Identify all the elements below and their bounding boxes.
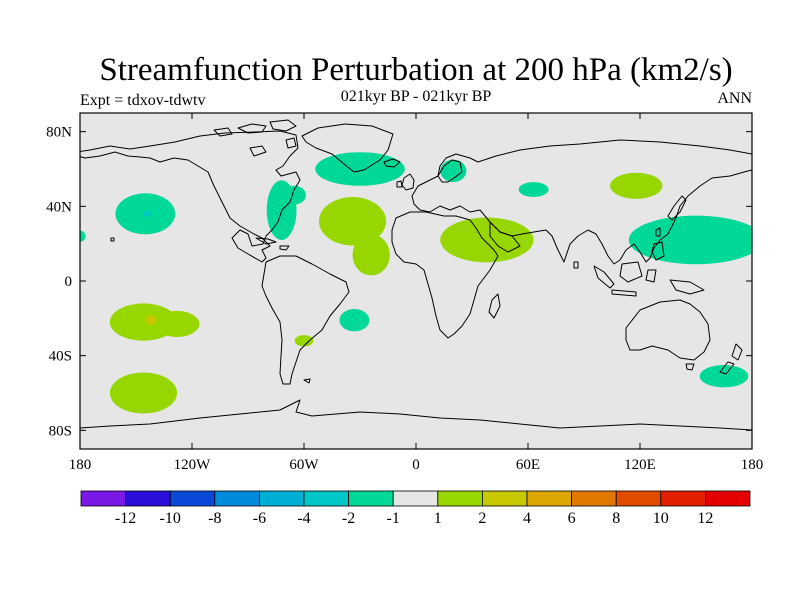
anomaly-positive-11 — [318, 197, 387, 246]
period-label: ANN — [717, 90, 752, 107]
colorbar-swatch — [348, 490, 394, 507]
coastlines — [80, 119, 752, 431]
anomaly-negative-1 — [143, 211, 151, 217]
colorbar-swatch — [303, 490, 349, 507]
colorbar-swatch — [705, 490, 751, 507]
lon-tick-label: 60W — [289, 457, 319, 473]
colorbar-swatch — [214, 490, 260, 507]
anomaly-negative-5 — [315, 152, 405, 186]
colorbar-swatch — [258, 490, 305, 507]
lat-tick-label: 0 — [65, 274, 73, 290]
lon-tick-label: 180 — [69, 457, 92, 473]
colorbar-swatch — [571, 490, 617, 507]
colorbar-swatch — [481, 490, 528, 507]
colorbar-label: 4 — [523, 510, 531, 527]
lat-tick-label: 80N — [46, 125, 72, 141]
colorbar-label: 10 — [653, 510, 669, 527]
anomaly-positive-17 — [145, 315, 157, 325]
anomaly-negative-10 — [699, 365, 749, 388]
anomaly-fields — [80, 152, 752, 414]
colorbar: -12 -10 -8 -6 -4 -2 -1 1 2 4 6 8 10 12 — [80, 490, 751, 527]
colorbar-label: -2 — [342, 510, 355, 527]
colorbar-label: -12 — [115, 510, 136, 527]
colorbar-swatch — [660, 490, 706, 507]
map-axes: 80N 40N 0 40S 80S 180 120W 60W 0 60E 120E 180 — [46, 113, 763, 473]
colorbar-label: -8 — [208, 510, 221, 527]
lon-tick-label: 0 — [412, 457, 420, 473]
colorbar-label: -10 — [160, 510, 181, 527]
colorbar-label: 8 — [612, 510, 620, 527]
colorbar-swatch — [392, 490, 439, 507]
colorbar-swatch — [169, 490, 216, 507]
colorbar-label: 6 — [568, 510, 576, 527]
lon-tick-label: 120W — [174, 457, 212, 473]
figure-title: Streamfunction Perturbation at 200 hPa (… — [99, 52, 733, 88]
anomaly-negative-8 — [628, 215, 752, 265]
figure-subtitle: 021kyr BP - 021kyr BP — [340, 88, 492, 105]
map-background — [80, 113, 752, 449]
colorbar-label: 2 — [478, 510, 486, 527]
anomaly-negative-4 — [283, 185, 306, 205]
anomaly-negative-2 — [80, 230, 86, 242]
colorbar-label: 12 — [697, 510, 713, 527]
anomaly-positive-12 — [352, 234, 390, 276]
experiment-label: Expt = tdxov-tdwtv — [80, 92, 206, 109]
colorbar-label: 1 — [434, 510, 442, 527]
lat-tick-label: 80S — [49, 423, 72, 439]
colorbar-swatch — [125, 490, 171, 507]
colorbar-label: -4 — [297, 510, 310, 527]
anomaly-negative-6 — [440, 159, 467, 183]
lon-tick-label: 60E — [516, 457, 540, 473]
colorbar-swatch — [80, 490, 126, 507]
colorbar-label: -1 — [387, 510, 400, 527]
colorbar-swatch — [437, 490, 483, 507]
colorbar-swatch — [526, 490, 572, 507]
colorbar-label: -6 — [253, 510, 266, 527]
anomaly-positive-19 — [109, 372, 178, 414]
anomaly-positive-13 — [440, 217, 534, 263]
colorbar-swatch — [615, 490, 662, 507]
lat-tick-label: 40S — [49, 349, 72, 365]
lon-tick-label: 180 — [741, 457, 764, 473]
lon-tick-label: 120E — [624, 457, 656, 473]
anomaly-negative-7 — [518, 182, 549, 198]
lat-tick-label: 40N — [46, 199, 72, 215]
anomaly-positive-14 — [610, 172, 663, 199]
anomaly-negative-9 — [339, 309, 370, 332]
anomaly-positive-18 — [294, 335, 314, 347]
anomaly-positive-16 — [154, 310, 200, 337]
